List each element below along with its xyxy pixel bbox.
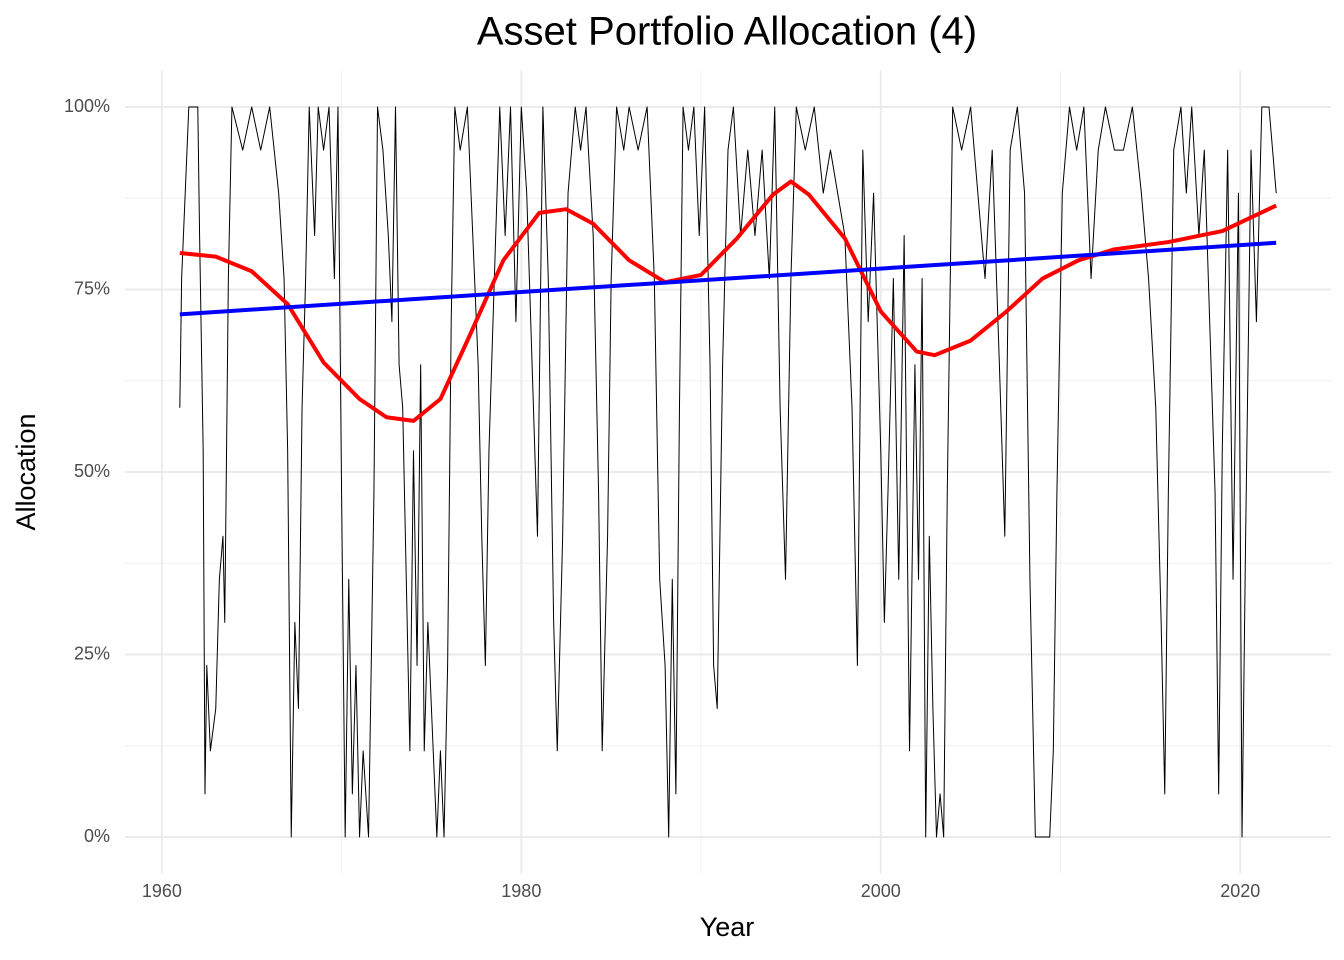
x-tick-label: 2020 bbox=[1220, 881, 1260, 901]
y-tick-label: 25% bbox=[74, 643, 110, 663]
y-tick-label: 50% bbox=[74, 461, 110, 481]
x-tick-label: 1980 bbox=[501, 881, 541, 901]
x-tick-label: 1960 bbox=[142, 881, 182, 901]
y-axis-title: Allocation bbox=[11, 413, 41, 530]
series-line bbox=[179, 240, 1277, 317]
y-tick-label: 0% bbox=[84, 826, 110, 846]
x-axis-title: Year bbox=[700, 912, 755, 942]
chart-title: Asset Portfolio Allocation (4) bbox=[477, 10, 977, 54]
y-tick-label: 100% bbox=[64, 96, 110, 116]
series-line bbox=[179, 106, 1277, 838]
x-tick-label: 2000 bbox=[861, 881, 901, 901]
series-line bbox=[179, 179, 1278, 423]
y-tick-label: 75% bbox=[74, 278, 110, 298]
